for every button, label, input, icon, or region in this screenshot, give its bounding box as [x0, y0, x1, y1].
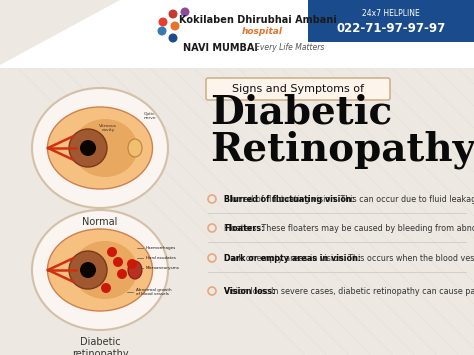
- FancyBboxPatch shape: [0, 0, 474, 68]
- Text: Normal: Normal: [82, 217, 118, 227]
- Text: Optic
nerve: Optic nerve: [144, 112, 156, 120]
- Text: Every Life Matters: Every Life Matters: [255, 44, 325, 53]
- Circle shape: [127, 259, 137, 269]
- Circle shape: [157, 27, 166, 36]
- Text: Dark or empty areas in vision:: Dark or empty areas in vision:: [224, 254, 361, 263]
- Ellipse shape: [69, 129, 107, 167]
- Ellipse shape: [128, 139, 142, 157]
- Ellipse shape: [73, 241, 137, 299]
- Text: Haemorrhages: Haemorrhages: [146, 246, 176, 250]
- Ellipse shape: [69, 251, 107, 289]
- Text: 24x7 HELPLINE: 24x7 HELPLINE: [362, 9, 420, 17]
- FancyBboxPatch shape: [206, 78, 390, 100]
- Text: Blurred of fluctuating vision: This can occur due to fluid leakage or swelling i: Blurred of fluctuating vision: This can …: [224, 195, 474, 204]
- Circle shape: [168, 10, 177, 18]
- Text: Kokilaben Dhirubhai Ambani: Kokilaben Dhirubhai Ambani: [179, 15, 337, 25]
- Text: hospital: hospital: [241, 27, 283, 36]
- Ellipse shape: [73, 119, 137, 177]
- Text: Retinopathy: Retinopathy: [210, 131, 474, 169]
- Circle shape: [168, 33, 177, 43]
- Text: Floaters: These floaters may be caused by bleeding from abnormal blood vessels i: Floaters: These floaters may be caused b…: [224, 224, 474, 233]
- Circle shape: [101, 283, 111, 293]
- Circle shape: [117, 269, 127, 279]
- Circle shape: [158, 17, 167, 27]
- Text: Abnormal growth
of blood vessels: Abnormal growth of blood vessels: [136, 288, 172, 296]
- Text: Diabetic: Diabetic: [210, 93, 392, 131]
- Text: Vision loss:: Vision loss:: [224, 287, 275, 296]
- Text: Diabetic
retinopathy: Diabetic retinopathy: [72, 337, 128, 355]
- FancyBboxPatch shape: [308, 0, 474, 42]
- Text: NAVI MUMBAI: NAVI MUMBAI: [182, 43, 257, 53]
- Text: Dark or empty areas in vision: This occurs when the blood vessels in the retina : Dark or empty areas in vision: This occu…: [224, 254, 474, 263]
- Text: Vitreous
cavity: Vitreous cavity: [99, 124, 117, 132]
- Ellipse shape: [32, 88, 168, 208]
- Circle shape: [107, 247, 117, 257]
- Circle shape: [113, 257, 123, 267]
- Circle shape: [181, 7, 190, 16]
- Ellipse shape: [32, 210, 168, 330]
- Text: Signs and Symptoms of: Signs and Symptoms of: [232, 84, 364, 94]
- Polygon shape: [0, 0, 120, 65]
- Ellipse shape: [80, 140, 96, 156]
- Circle shape: [171, 22, 180, 31]
- Text: Blurred of fluctuating vision:: Blurred of fluctuating vision:: [224, 195, 355, 204]
- Ellipse shape: [80, 262, 96, 278]
- Text: Hard exudates: Hard exudates: [146, 256, 176, 260]
- Text: Microaneurysms: Microaneurysms: [146, 266, 180, 270]
- Ellipse shape: [128, 261, 142, 279]
- Ellipse shape: [47, 107, 153, 189]
- Text: Vision loss: In severe cases, diabetic retinopathy can cause partial or total vi: Vision loss: In severe cases, diabetic r…: [224, 287, 474, 296]
- Ellipse shape: [47, 229, 153, 311]
- Text: Floaters:: Floaters:: [224, 224, 264, 233]
- Text: 022-71-97-97-97: 022-71-97-97-97: [337, 22, 446, 34]
